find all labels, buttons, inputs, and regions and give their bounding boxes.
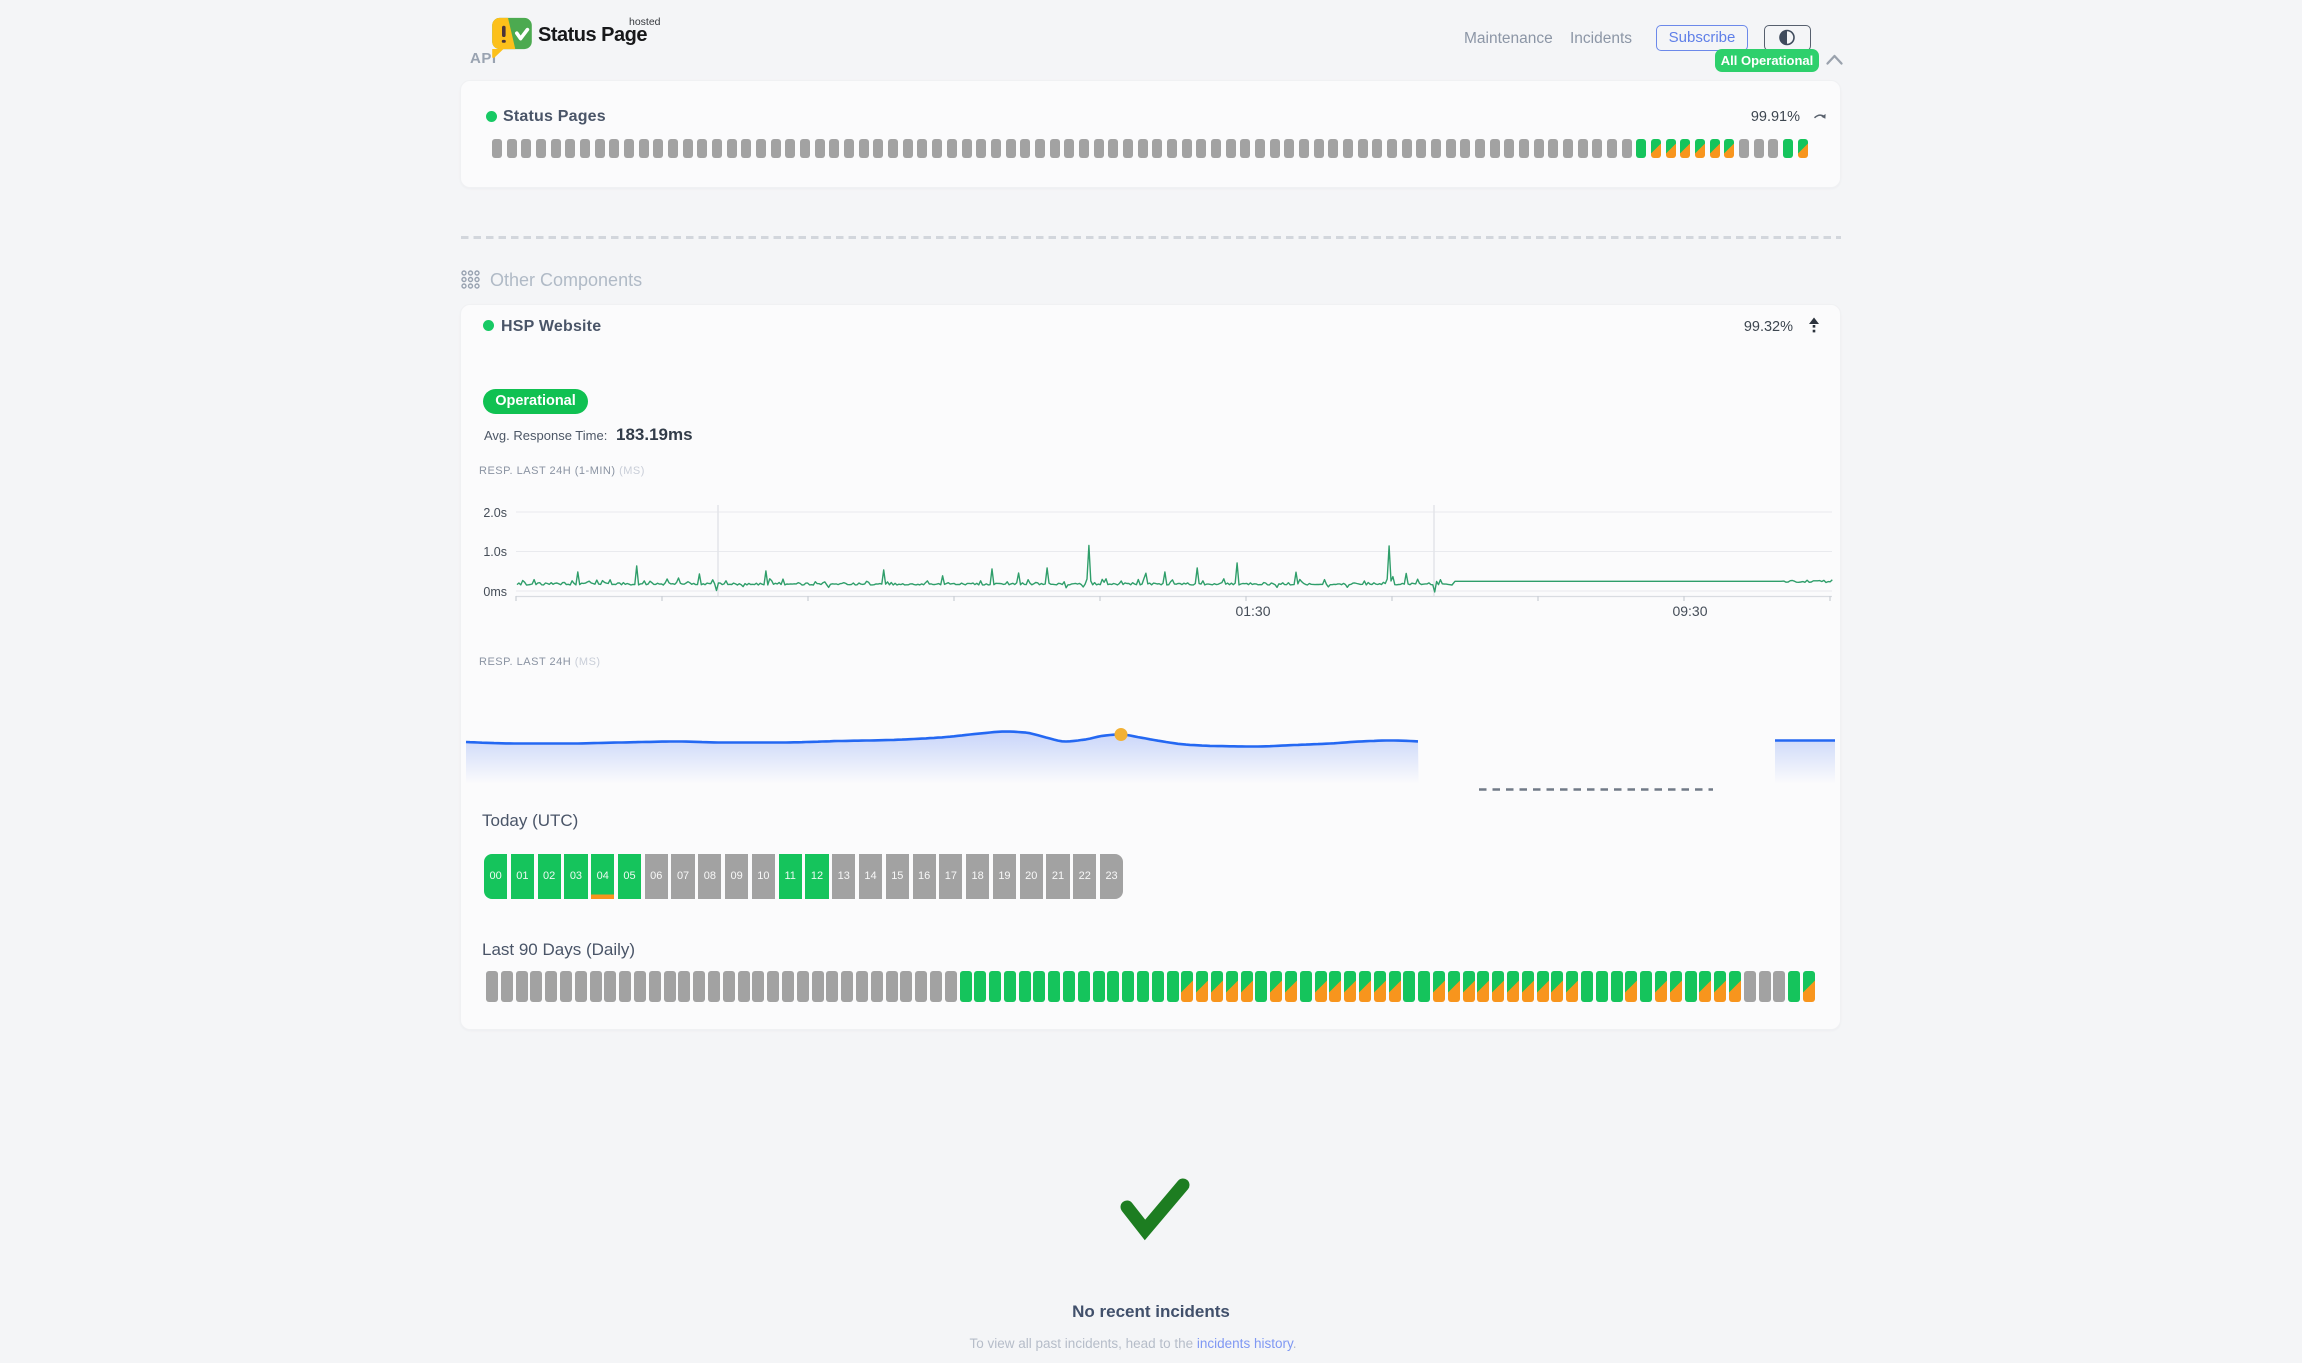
svg-text:01:30: 01:30 [1235, 603, 1270, 619]
svg-text:09:30: 09:30 [1672, 603, 1707, 619]
svg-text:2.0s: 2.0s [483, 506, 507, 520]
svg-text:1.0s: 1.0s [483, 545, 507, 559]
svg-text:0ms: 0ms [483, 585, 507, 599]
